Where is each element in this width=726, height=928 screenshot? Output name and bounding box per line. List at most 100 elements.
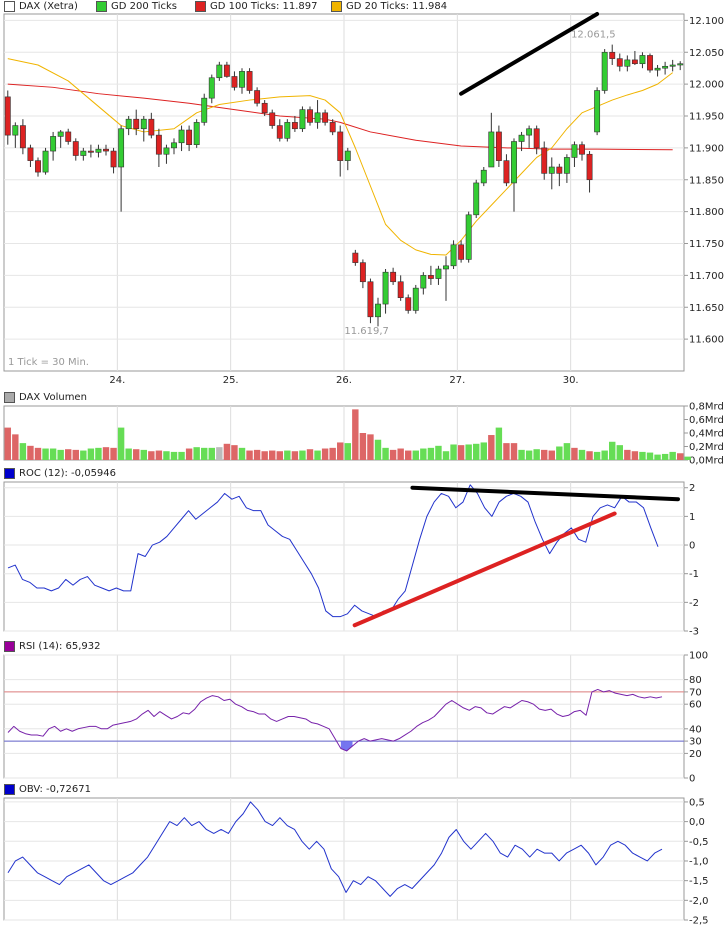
volume-ytick-label-4: 0,0Mrd: [689, 456, 724, 467]
legend-rsi-swatch: [4, 641, 15, 652]
candle-body-16: [125, 118, 132, 130]
candle-body-84: [639, 55, 646, 65]
volume-bar-87: [661, 453, 669, 460]
rsi-ytick-label-0: 100: [689, 651, 708, 662]
roc-ytick-label-5: -3: [689, 627, 699, 638]
candle-body-20: [155, 134, 162, 155]
candle-body-65: [495, 131, 502, 161]
roc-line: [7, 484, 659, 618]
volume-bar-56: [427, 447, 435, 460]
candle-body-62: [473, 182, 480, 216]
rsi-line: [7, 688, 663, 752]
legend-rsi: RSI (14): 65,932: [4, 641, 101, 652]
price-ytick-label-2: 12.000: [689, 80, 724, 91]
volume-bar-90: [684, 456, 691, 460]
candle-body-30: [231, 76, 238, 88]
candle-body-86: [654, 67, 661, 71]
volume-bar-44: [337, 442, 344, 460]
legend-obv: OBV: -0,72671: [4, 784, 91, 795]
volume-bar-8: [65, 449, 72, 460]
candle-body-64: [488, 131, 495, 168]
volume-bar-41: [314, 450, 321, 460]
volume-bar-60: [457, 445, 465, 460]
price-ytick-label-7: 11.750: [689, 239, 724, 250]
candle-body-13: [103, 148, 109, 152]
volume-bar-22: [170, 451, 178, 460]
price-ytick-label-1: 12.050: [689, 48, 724, 59]
legend-gd20-swatch: [331, 1, 342, 12]
volume-bar-27: [208, 447, 215, 460]
candle-body-5: [42, 150, 49, 173]
volume-bar-82: [624, 449, 631, 460]
candle-body-36: [276, 125, 283, 139]
candle-body-76: [579, 144, 585, 155]
candle-body-88: [669, 64, 676, 67]
candle-body-22: [171, 142, 177, 149]
volume-bar-45: [344, 443, 351, 460]
candle-body-8: [65, 131, 72, 142]
roc-ytick-label-4: -2: [689, 598, 699, 609]
volume-ytick-label-2: 0,4Mrd: [689, 429, 724, 440]
rsi-ytick-label-1: 80: [689, 675, 702, 686]
legend-gd200: GD 200 Ticks: [96, 1, 177, 12]
roc-ytick-label-0: 2: [689, 483, 695, 494]
candle-body-0: [4, 96, 11, 136]
candle-body-87: [662, 65, 669, 69]
volume-bar-86: [654, 454, 661, 460]
volume-bar-10: [80, 450, 87, 460]
candle-body-68: [518, 134, 525, 142]
price-ytick-label-5: 11.850: [689, 175, 724, 186]
candle-body-19: [148, 118, 155, 136]
candle-body-47: [359, 262, 366, 283]
candle-body-25: [193, 122, 200, 145]
candle-body-50: [382, 271, 389, 305]
volume-bar-19: [148, 451, 155, 460]
candle-body-57: [435, 268, 442, 279]
obv-ytick-label-0: 0,5: [689, 797, 705, 808]
volume-bar-66: [503, 443, 510, 460]
candle-body-33: [254, 90, 261, 104]
price-annotation-0: 11.619,7: [344, 326, 389, 337]
candle-body-17: [133, 118, 140, 130]
legend-roc: ROC (12): -0,05946: [4, 468, 116, 479]
candle-body-75: [571, 144, 578, 158]
volume-bar-77: [586, 451, 593, 460]
legend-gd20-label: GD 20 Ticks: 11.984: [346, 1, 448, 12]
volume-bar-7: [57, 449, 64, 460]
volume-bar-50: [382, 447, 389, 460]
legend-roc-swatch: [4, 468, 15, 479]
candle-body-85: [647, 55, 653, 71]
obv-ytick-label-6: -2,5: [689, 916, 709, 927]
price-annotation-1: 12.061,5: [571, 30, 616, 41]
candle-body-69: [526, 128, 533, 136]
volume-bar-49: [374, 439, 382, 460]
volume-bar-37: [284, 450, 291, 460]
candle-body-23: [178, 129, 185, 144]
legend-obv-swatch: [4, 784, 15, 795]
candle-body-37: [284, 122, 291, 139]
volume-bar-70: [533, 449, 540, 460]
candle-body-77: [586, 153, 593, 181]
volume-bar-42: [321, 448, 329, 460]
candle-body-73: [556, 166, 563, 174]
candle-body-12: [95, 148, 102, 153]
volume-bar-75: [571, 447, 578, 460]
volume-bar-73: [556, 446, 563, 460]
volume-bar-79: [601, 450, 608, 460]
volume-bar-15: [117, 427, 125, 460]
legend-roc-label: ROC (12): -0,05946: [19, 468, 117, 479]
candle-body-48: [367, 281, 374, 318]
candle-body-83: [631, 59, 638, 65]
volume-bar-64: [488, 435, 495, 460]
candle-body-9: [72, 141, 79, 156]
legend-obv-label: OBV: -0,72671: [19, 784, 91, 795]
candle-body-56: [427, 275, 434, 279]
candle-body-72: [548, 166, 555, 174]
volume-bar-67: [510, 443, 518, 460]
candle-body-59: [450, 244, 457, 267]
candle-body-40: [307, 109, 313, 123]
volume-bar-4: [34, 447, 42, 460]
candle-body-27: [208, 77, 215, 99]
volume-bar-16: [125, 448, 132, 460]
legend-gd20: GD 20 Ticks: 11.984: [331, 1, 447, 12]
